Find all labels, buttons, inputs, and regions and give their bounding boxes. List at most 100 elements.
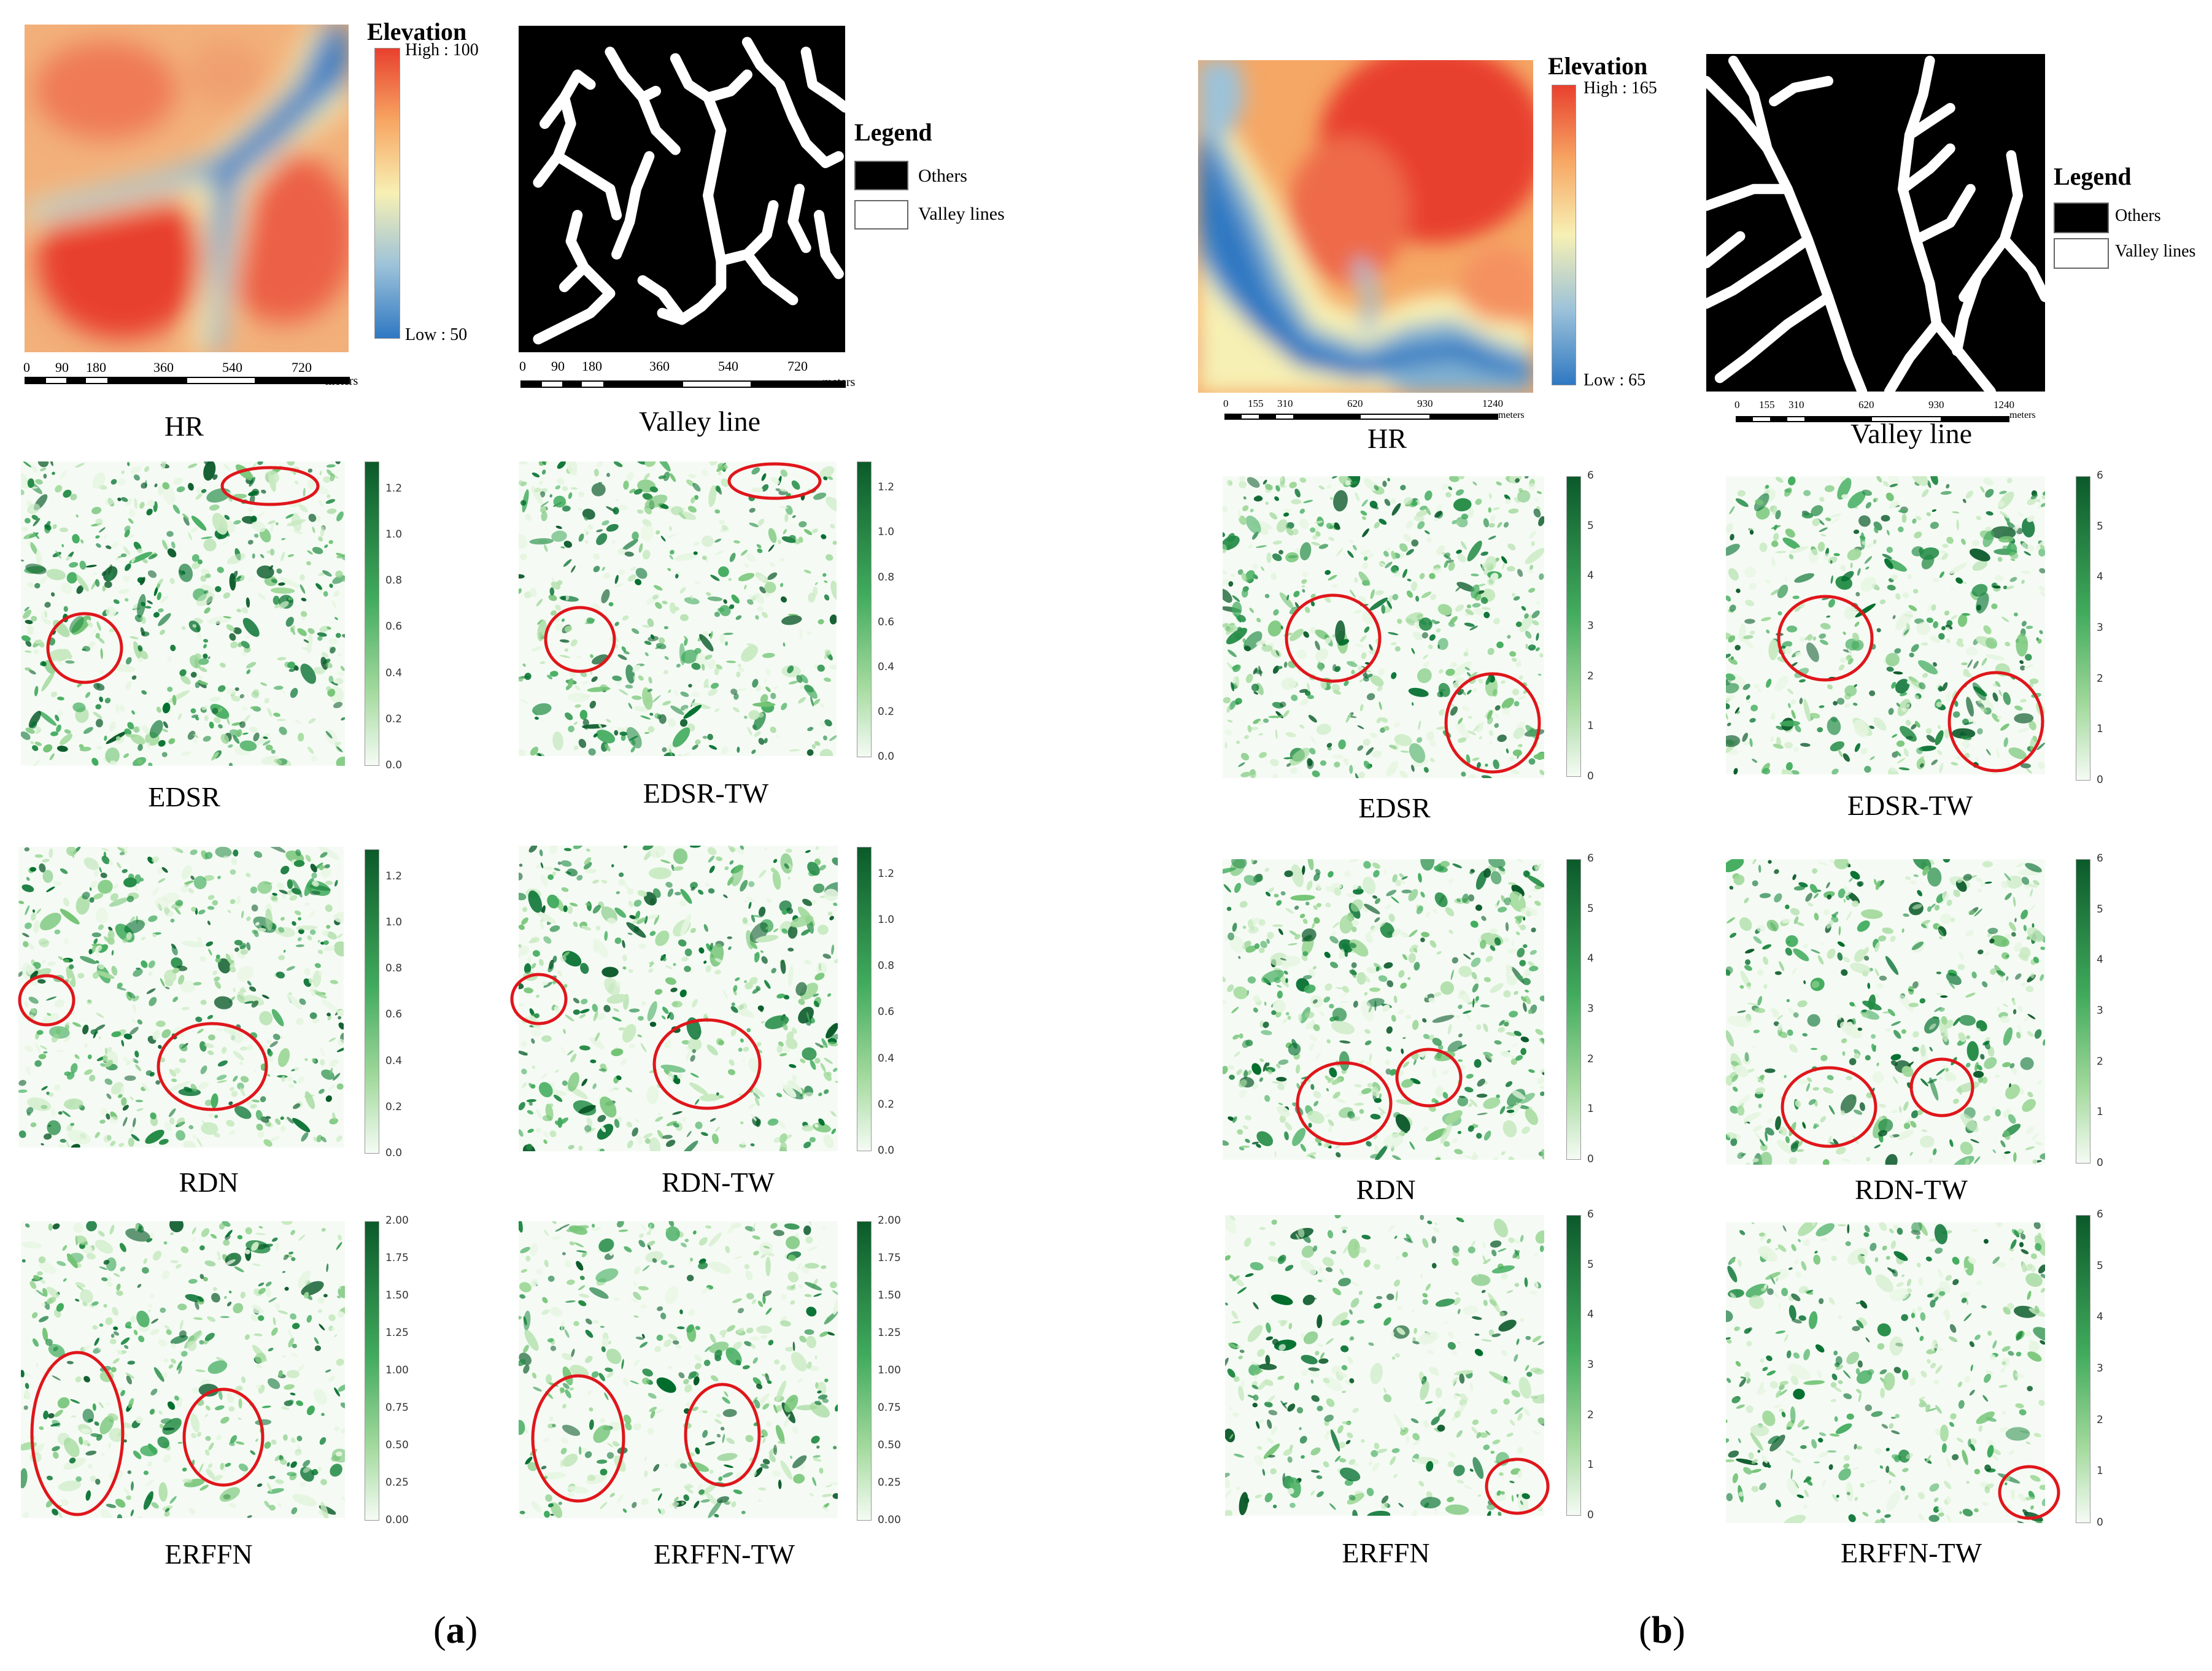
colorbar-tick-label: 2 [1587,1052,1594,1065]
error-map-erffn-tw-a [519,1221,838,1518]
colorbar-tick-label: 1.0 [878,913,895,926]
error-colorbar-erffn-tw-b: 6 5 4 3 2 1 0 [2076,1208,2103,1529]
error-map-erffn-tw-b [1726,1222,2045,1523]
elevation-low-label-b: Low : 65 [1584,371,1646,390]
caption-rdn-tw-a: RDN-TW [662,1167,775,1198]
caption-hr-b: HR [1367,423,1407,454]
colorbar-tick-label: 3 [2097,1362,2103,1375]
colorbar-tick-label: 0.6 [385,1008,403,1021]
colorbar-tick-label: 0.2 [878,1098,895,1111]
elevation-colorbar-b [1552,85,1576,385]
colorbar-tick-label: 0.50 [878,1439,901,1451]
panel-label-a: (a) [433,1610,478,1651]
scale-ticks-hr-b: 0 155 310 620 930 1240 meters [1223,398,1525,420]
caption-rdn-a: RDN [179,1167,239,1198]
colorbar-tick-label: 1.25 [878,1327,901,1339]
legend-title-a: Legend [854,118,932,146]
colorbar-tick-label: 6 [2097,852,2103,865]
caption-edsr-tw-b: EDSR-TW [1847,790,1973,821]
elevation-title-b: Elevation [1548,52,1648,80]
elevation-low-label-a: Low : 50 [405,325,468,344]
colorbar-tick-label: 4 [1587,952,1594,965]
colorbar-tick-label: 6 [1587,1208,1594,1221]
colorbar-tick-label: 1.2 [878,867,895,880]
caption-valley-a: Valley line [639,406,760,437]
colorbar-tick-label: 0.8 [878,960,895,973]
valley-line-map-a [519,26,845,352]
error-map-rdn-tw-b [1726,859,2045,1165]
error-map-edsr-tw-b [1726,476,2045,774]
caption-rdn-b: RDN [1356,1174,1416,1205]
colorbar-tick-label: 0.2 [385,1100,403,1113]
error-colorbar-erffn-tw-a: 2.00 1.75 1.50 1.25 1.00 0.75 0.50 0.25 0.00 [857,1214,901,1526]
colorbar-tick-label: 1.0 [878,526,895,539]
colorbar-tick-label: 1.2 [385,870,403,882]
colorbar-tick-label: 5 [2097,903,2103,916]
legend-title-b: Legend [2054,163,2132,190]
colorbar-tick-label: 2 [2097,1413,2103,1426]
colorbar-tick-label: 0.2 [878,705,895,718]
colorbar-tick-label: 0 [2097,774,2103,786]
hr-elevation-map-a [25,25,349,352]
scale-bar-valley-a [520,368,846,393]
colorbar-tick-label: 4 [1587,1308,1594,1321]
colorbar-tick-label: 2 [1587,670,1594,682]
caption-edsr-tw-a: EDSR-TW [643,778,769,809]
colorbar-tick-label: 0 [1587,1509,1594,1521]
legend-label-valley-a: Valley lines [918,204,1005,224]
colorbar-tick-label: 0.0 [878,751,895,763]
legend-swatch-valley-b [2054,238,2109,269]
colorbar-tick-label: 1.50 [878,1289,901,1302]
error-map-edsr-b [1223,476,1544,778]
error-map-rdn-tw-a [519,846,838,1151]
scale-bar-valley-b [1736,405,2009,430]
error-map-rdn-b [1223,859,1544,1160]
colorbar-tick-label: 3 [1587,1003,1594,1015]
colorbar-tick-label: 0.50 [385,1439,409,1451]
error-colorbar-rdn-a: 1.2 1.0 0.8 0.6 0.4 0.2 0.0 [365,849,402,1159]
colorbar-tick-label: 3 [2097,1005,2103,1017]
elevation-high-label-b: High : 165 [1584,79,1657,98]
error-colorbar-edsr-tw-b: 6 5 4 3 2 1 0 [2076,469,2103,786]
colorbar-tick-label: 0.0 [385,1147,403,1159]
colorbar-tick-label: 6 [2097,469,2103,482]
colorbar-tick-label: 4 [2097,1311,2103,1324]
caption-erffn-a: ERFFN [164,1538,253,1570]
colorbar-tick-label: 5 [1587,1258,1594,1271]
colorbar-tick-label: 4 [2097,571,2103,584]
colorbar-tick-label: 0.8 [385,962,403,975]
caption-hr-a: HR [164,411,204,442]
error-map-erffn-b [1225,1215,1544,1516]
legend-label-others-a: Others [918,166,967,186]
error-map-edsr-a [21,461,345,766]
colorbar-tick-label: 0.8 [385,574,403,587]
colorbar-tick-label: 0 [1587,1153,1594,1165]
colorbar-tick-label: 6 [1587,469,1594,482]
colorbar-tick-label: 0.25 [878,1476,901,1489]
colorbar-tick-label: 1 [2097,723,2103,736]
elevation-title-a: Elevation [367,18,467,45]
legend-label-others-b: Others [2115,206,2161,225]
colorbar-tick-label: 1 [2097,1465,2103,1478]
legend-label-valley-b: Valley lines [2115,242,2196,261]
colorbar-tick-label: 2 [2097,1055,2103,1068]
elevation-high-label-a: High : 100 [405,41,479,60]
colorbar-tick-label: 2.00 [878,1214,901,1227]
colorbar-tick-label: 1.0 [385,916,403,928]
error-colorbar-rdn-tw-b: 6 5 4 3 2 1 0 [2076,852,2103,1169]
error-colorbar-edsr-a: 1.2 1.0 0.8 0.6 0.4 0.2 0.0 [365,461,402,771]
colorbar-tick-label: 0.4 [878,660,895,673]
colorbar-tick-label: 1.00 [385,1364,409,1376]
colorbar-tick-label: 1 [1587,720,1594,733]
colorbar-tick-label: 4 [1587,569,1594,582]
error-map-rdn-a [18,847,344,1148]
caption-edsr-a: EDSR [148,781,220,812]
colorbar-tick-label: 0 [2097,1516,2103,1529]
error-colorbar-rdn-b: 6 5 4 3 2 1 0 [1566,852,1594,1165]
valley-line-map-b [1706,54,2045,392]
elevation-colorbar-a [374,48,400,339]
colorbar-tick-label: 0 [1587,770,1594,782]
colorbar-tick-label: 1 [1587,1103,1594,1116]
colorbar-tick-label: 3 [1587,620,1594,632]
colorbar-tick-label: 5 [2097,1259,2103,1272]
